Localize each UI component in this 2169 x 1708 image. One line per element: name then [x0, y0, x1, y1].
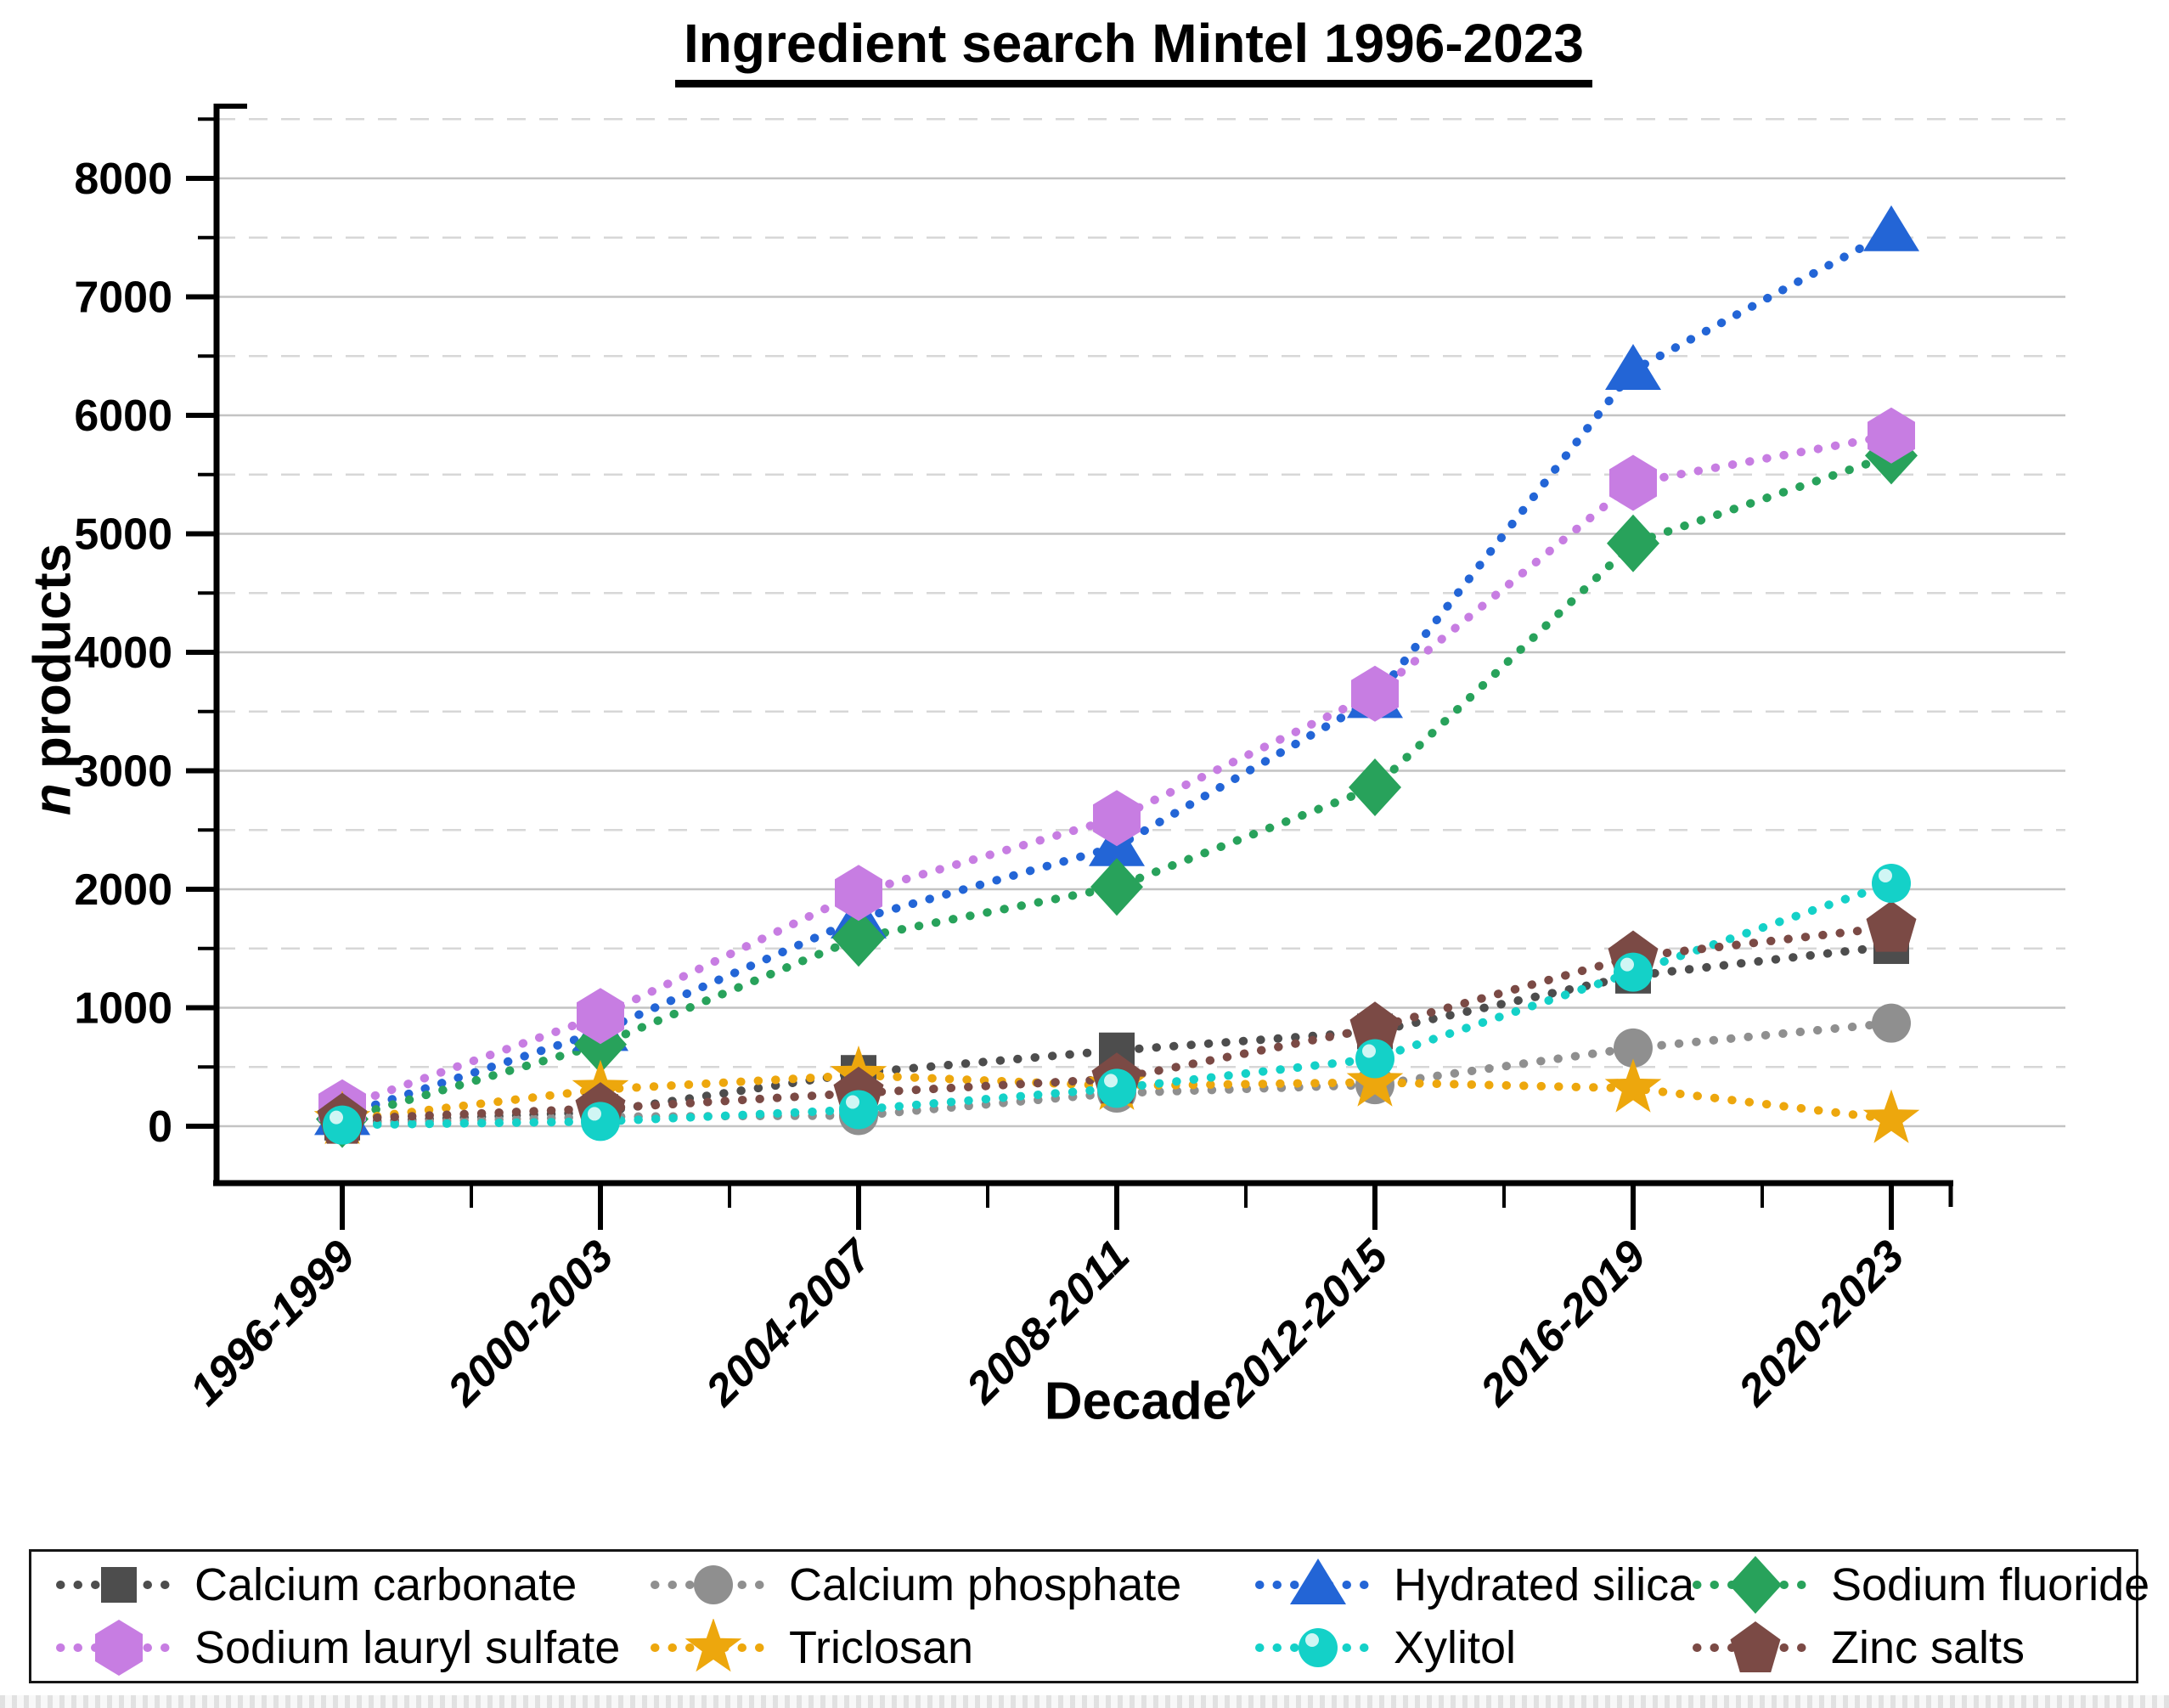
y-axis-label: n products — [23, 544, 83, 815]
zinc-salts-marker-icon — [1693, 1621, 1818, 1672]
data-point-sodium-lauryl-sulfate-2012-2015 — [1351, 665, 1399, 722]
data-point-zinc-salts-2020-2023 — [1866, 900, 1917, 952]
data-point-xylitol-1996-1999 — [323, 1105, 362, 1145]
legend-item-xylitol: Xylitol — [1254, 1618, 1692, 1677]
series-markers-xylitol — [323, 864, 1911, 1145]
legend-item-calcium-phosphate: Calcium phosphate — [650, 1555, 1254, 1615]
gridlines — [217, 118, 2065, 1128]
legend-label: Calcium carbonate — [194, 1559, 577, 1610]
marker-highlight — [1620, 957, 1634, 972]
legend-label: Zinc salts — [1831, 1622, 2025, 1673]
x-tick-label: 2020-2023 — [1729, 1231, 1914, 1416]
y-tick-label: 6000 — [74, 392, 172, 441]
x-tick-label: 2000-2003 — [438, 1231, 623, 1416]
data-point-xylitol-2004-2007 — [839, 1090, 878, 1130]
y-tick-label: 7000 — [74, 273, 172, 323]
marker-highlight — [588, 1107, 601, 1121]
y-tick-label: 2000 — [74, 865, 172, 915]
x-tick-label: 1996-1999 — [181, 1231, 365, 1415]
data-point-triclosan-2020-2023 — [1862, 1089, 1920, 1143]
x-tick-label: 2016-2019 — [1471, 1231, 1656, 1416]
legend-item-sodium-lauryl-sulfate: Sodium lauryl sulfate — [55, 1618, 650, 1677]
legend-item-hydrated-silica: Hydrated silica — [1254, 1555, 1695, 1615]
x-axis-label: Decade — [1044, 1372, 1232, 1431]
data-point-triclosan-2012-2015 — [1346, 1052, 1404, 1107]
data-point-hydrated-silica-2016-2019 — [1605, 344, 1661, 390]
svg-text:2020-2023: 2020-2023 — [1729, 1231, 1914, 1416]
chart-title: Ingredient search Mintel 1996-2023 — [675, 12, 1592, 87]
xylitol-marker-icon — [1255, 1628, 1381, 1667]
series-line-sodium-fluoride — [338, 451, 1896, 1124]
data-point-sodium-fluoride-2012-2015 — [1349, 758, 1401, 816]
marker-highlight — [1362, 1044, 1376, 1058]
data-point-sodium-lauryl-sulfate-2020-2023 — [1868, 407, 1915, 464]
y-tick-label: 3000 — [74, 747, 172, 797]
legend: Calcium carbonate Calcium phosphate Hydr… — [29, 1549, 2149, 1683]
data-point-sodium-fluoride-2004-2007 — [832, 909, 885, 967]
data-point-sodium-fluoride-2008-2011 — [1090, 858, 1143, 916]
marker-highlight — [1104, 1074, 1118, 1088]
marker-highlight — [1879, 869, 1892, 883]
y-tick-label: 1000 — [74, 984, 172, 1034]
data-point-xylitol-2008-2011 — [1097, 1068, 1136, 1108]
series-line-hydrated-silica — [338, 227, 1896, 1120]
data-point-xylitol-2000-2003 — [581, 1102, 620, 1141]
data-point-calcium-phosphate-2016-2019 — [1614, 1028, 1653, 1068]
legend-label: Hydrated silica — [1394, 1559, 1695, 1610]
calcium-carbonate-marker-icon — [56, 1567, 182, 1603]
data-point-sodium-lauryl-sulfate-2004-2007 — [835, 865, 882, 922]
data-point-triclosan-2016-2019 — [1604, 1058, 1662, 1113]
legend-item-zinc-salts: Zinc salts — [1692, 1618, 2149, 1677]
y-tick-label: 5000 — [74, 510, 172, 560]
data-point-xylitol-2020-2023 — [1872, 864, 1911, 904]
data-point-sodium-lauryl-sulfate-2016-2019 — [1609, 454, 1657, 511]
series-markers-sodium-lauryl-sulfate — [318, 407, 1915, 1136]
cropped-content-strip — [0, 1695, 2169, 1708]
marker-highlight — [1305, 1633, 1319, 1647]
data-point-sodium-lauryl-sulfate-2000-2003 — [577, 988, 624, 1045]
svg-text:2004-2007: 2004-2007 — [696, 1230, 882, 1416]
triclosan-marker-icon — [651, 1619, 776, 1672]
data-point-hydrated-silica-2020-2023 — [1863, 205, 1919, 251]
svg-text:2016-2019: 2016-2019 — [1471, 1231, 1656, 1416]
legend-item-calcium-carbonate: Calcium carbonate — [55, 1555, 650, 1615]
legend-label: Sodium lauryl sulfate — [194, 1622, 621, 1673]
y-ticks: 0 1000 2000 3000 4000 5000 6000 7000 8000 — [74, 117, 217, 1152]
y-tick-label: 0 — [148, 1102, 172, 1152]
calcium-phosphate-marker-icon — [651, 1565, 776, 1604]
chart-canvas: 0 1000 2000 3000 4000 5000 6000 7000 8000 1996-19… — [74, 104, 2065, 1416]
sodium-lauryl-sulfate-marker-icon — [56, 1620, 182, 1676]
data-point-zinc-salts-2012-2015 — [1349, 1001, 1400, 1053]
line-hydrated-silica — [338, 227, 1896, 1120]
svg-text:1996-1999: 1996-1999 — [181, 1231, 365, 1415]
x-tick-label: 2012-2015 — [1213, 1231, 1398, 1416]
data-point-sodium-fluoride-2016-2019 — [1607, 514, 1659, 572]
legend-label: Calcium phosphate — [789, 1559, 1182, 1610]
data-point-sodium-lauryl-sulfate-2008-2011 — [1093, 790, 1141, 847]
x-tick-label: 2004-2007 — [696, 1230, 882, 1416]
marker-highlight — [846, 1095, 859, 1109]
legend-label: Triclosan — [789, 1622, 974, 1673]
y-tick-label: 4000 — [74, 629, 172, 678]
data-point-calcium-phosphate-2020-2023 — [1872, 1003, 1911, 1043]
legend-label: Sodium fluoride — [1831, 1559, 2150, 1610]
legend-item-sodium-fluoride: Sodium fluoride — [1692, 1555, 2149, 1615]
svg-text:2012-2015: 2012-2015 — [1213, 1231, 1398, 1416]
data-point-xylitol-2012-2015 — [1355, 1039, 1394, 1079]
y-axis-label-rest: products — [23, 543, 82, 784]
sodium-fluoride-marker-icon — [1693, 1556, 1818, 1614]
y-tick-label: 8000 — [74, 155, 172, 204]
line-sodium-fluoride — [338, 451, 1896, 1124]
legend-item-triclosan: Triclosan — [650, 1618, 1254, 1677]
data-point-xylitol-2016-2019 — [1614, 952, 1653, 992]
hydrated-silica-marker-icon — [1255, 1559, 1381, 1604]
legend-label: Xylitol — [1394, 1622, 1517, 1673]
marker-highlight — [330, 1110, 343, 1125]
y-axis-label-italic-n: n — [23, 783, 82, 816]
svg-text:2000-2003: 2000-2003 — [438, 1231, 623, 1416]
